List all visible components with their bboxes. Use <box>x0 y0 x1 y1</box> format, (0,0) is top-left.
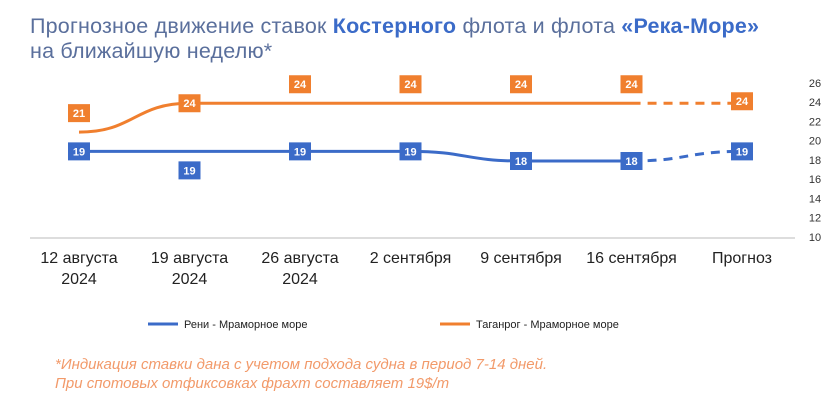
data-label: 21 <box>73 108 85 120</box>
y-tick-label: 20 <box>809 136 821 148</box>
y-tick-label: 18 <box>809 155 821 167</box>
data-label-box <box>620 152 643 170</box>
data-label: 24 <box>404 79 417 91</box>
series-line <box>79 149 632 163</box>
data-label-box <box>68 142 90 161</box>
title-part: на ближайшую неделю* <box>30 39 273 63</box>
data-label-box <box>289 142 311 161</box>
chart-title: Прогнозное движение ставок Костерного фл… <box>30 14 770 64</box>
data-label-box <box>510 75 532 94</box>
y-tick-label: 12 <box>809 213 821 225</box>
data-label-box <box>731 142 753 161</box>
x-tick-label: 12 августа 2024 <box>40 250 118 288</box>
y-tick-label: 22 <box>809 116 821 128</box>
x-tick-label: 16 сентября <box>586 250 677 267</box>
data-label: 24 <box>736 96 749 108</box>
y-tick-label: 16 <box>809 174 821 186</box>
title-part: флота и флота <box>456 14 622 38</box>
data-label-box <box>510 152 532 170</box>
data-label-box <box>178 94 201 113</box>
footnote: *Индикация ставки дана с учетом подхода … <box>55 355 547 393</box>
x-tick-label: 26 августа 2024 <box>261 250 339 288</box>
data-label-box <box>178 161 201 180</box>
data-label-box <box>731 92 753 111</box>
data-label-box <box>620 75 643 94</box>
title-part: «Река-Море» <box>621 14 760 38</box>
y-tick-label: 26 <box>809 78 821 90</box>
series-line <box>78 101 632 134</box>
x-tick-label: Прогноз <box>711 250 773 267</box>
data-label-box <box>399 142 422 161</box>
data-label: 18 <box>515 156 527 168</box>
data-label-box <box>399 75 422 94</box>
x-tick-label: 2 сентября <box>369 250 452 267</box>
data-label: 24 <box>515 79 528 91</box>
footnote-line: При спотовых отфиксовках фрахт составляе… <box>55 375 450 392</box>
data-label-box <box>289 75 311 94</box>
data-label: 24 <box>625 79 638 91</box>
y-tick-label: 24 <box>809 97 821 109</box>
series-line <box>631 149 743 163</box>
x-tick-label: 9 сентября <box>480 250 562 267</box>
legend-label: Рени - Мраморное море <box>184 319 307 331</box>
y-tick-label: 14 <box>809 193 821 205</box>
title-part: Костерного <box>332 14 457 38</box>
data-label: 18 <box>625 156 637 168</box>
legend-label: Таганрог - Мраморное море <box>476 319 619 331</box>
data-label: 19 <box>736 146 748 158</box>
y-tick-label: 10 <box>809 232 821 244</box>
data-label: 19 <box>404 146 416 158</box>
data-label: 24 <box>294 79 307 91</box>
x-tick-label: 19 августа 2024 <box>150 250 229 288</box>
data-label: 19 <box>183 165 195 177</box>
data-label: 24 <box>183 98 196 110</box>
data-label-box <box>68 104 90 123</box>
data-label: 19 <box>73 146 85 158</box>
title-part: Прогнозное движение ставок <box>30 14 333 38</box>
footnote-line: *Индикация ставки дана с учетом подхода … <box>55 356 548 373</box>
data-label: 19 <box>294 146 306 158</box>
